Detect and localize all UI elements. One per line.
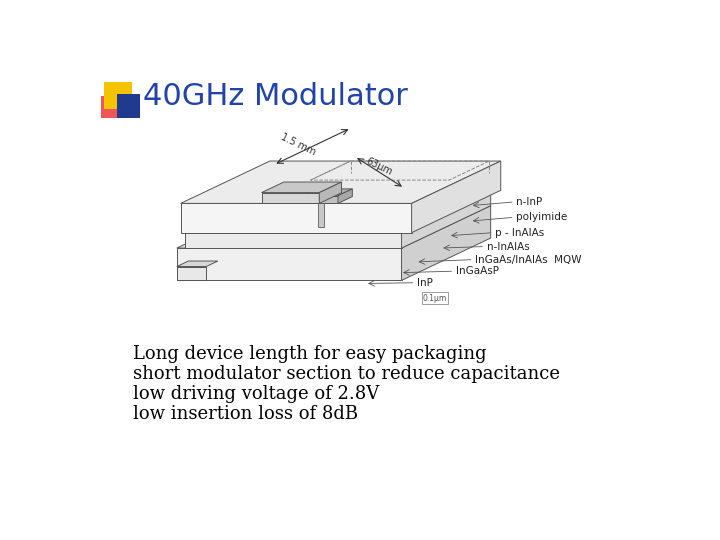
Polygon shape — [177, 267, 206, 280]
Polygon shape — [338, 189, 352, 204]
Text: polyimide: polyimide — [516, 212, 567, 222]
Bar — [104, 82, 132, 110]
Text: InGaAs/InAlAs  MQW: InGaAs/InAlAs MQW — [475, 255, 582, 265]
Polygon shape — [184, 190, 490, 233]
Polygon shape — [261, 193, 319, 204]
Text: n-InAlAs: n-InAlAs — [487, 241, 529, 252]
Polygon shape — [177, 206, 490, 248]
Polygon shape — [184, 233, 402, 248]
Bar — [101, 96, 123, 118]
Polygon shape — [402, 190, 490, 248]
Text: 40GHz Modulator: 40GHz Modulator — [143, 83, 408, 111]
Polygon shape — [261, 182, 341, 193]
Text: InGaAsP: InGaAsP — [456, 266, 499, 276]
Polygon shape — [181, 161, 500, 204]
Text: 1.5 mm: 1.5 mm — [279, 132, 318, 158]
Polygon shape — [181, 204, 412, 233]
Text: short modulator section to reduce capacitance: short modulator section to reduce capaci… — [132, 364, 559, 382]
Polygon shape — [318, 204, 324, 226]
Polygon shape — [177, 248, 402, 280]
Text: n-InP: n-InP — [516, 197, 542, 207]
Polygon shape — [301, 195, 338, 204]
Text: InP: InP — [417, 278, 433, 288]
Polygon shape — [301, 189, 352, 195]
Text: low insertion loss of 8dB: low insertion loss of 8dB — [132, 404, 358, 423]
Bar — [117, 94, 140, 118]
Text: low driving voltage of 2.8V: low driving voltage of 2.8V — [132, 384, 379, 403]
Text: 0.1μm: 0.1μm — [423, 294, 447, 302]
Polygon shape — [319, 182, 341, 204]
Text: 63μm: 63μm — [365, 156, 395, 177]
Polygon shape — [412, 161, 500, 233]
Text: Long device length for easy packaging: Long device length for easy packaging — [132, 345, 486, 362]
Polygon shape — [177, 261, 218, 267]
Polygon shape — [402, 206, 490, 280]
Text: p - InAlAs: p - InAlAs — [495, 228, 544, 238]
